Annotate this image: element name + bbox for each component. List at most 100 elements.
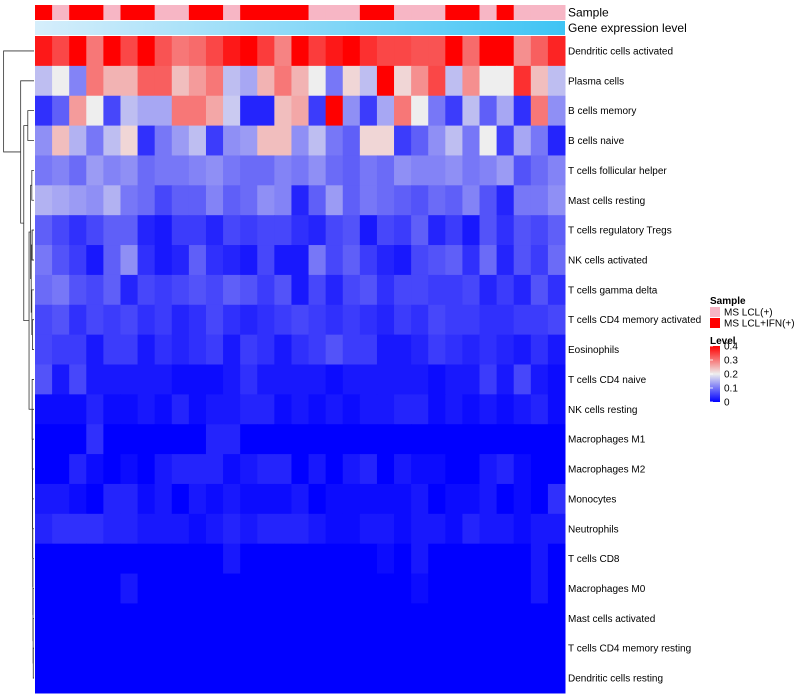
sample-annotation-cell <box>394 5 412 20</box>
heatmap-cell <box>86 663 104 694</box>
heatmap-cell <box>103 304 121 336</box>
heatmap-cell <box>257 543 275 575</box>
sample-annotation-cell <box>274 5 292 20</box>
heatmap-cell <box>137 245 156 276</box>
heatmap-cell <box>257 36 275 67</box>
heatmap-cell <box>103 573 121 604</box>
heatmap-cell <box>52 663 70 694</box>
legend-sample-title: Sample <box>710 296 746 307</box>
heatmap-cell <box>496 394 515 425</box>
heatmap-cell <box>137 125 156 156</box>
heatmap-cell <box>547 543 566 575</box>
heatmap-cell <box>137 185 156 216</box>
heatmap-cell <box>376 155 395 186</box>
heatmap-cell <box>411 334 429 365</box>
heatmap-cell <box>154 603 173 634</box>
heatmap-cell <box>257 394 275 425</box>
heatmap-cell <box>359 543 378 575</box>
heatmap-cell <box>52 424 70 455</box>
heatmap-cell <box>240 95 258 127</box>
heatmap-cell <box>530 245 549 276</box>
heatmap-cell <box>154 633 173 664</box>
heatmap-cell <box>547 125 566 156</box>
heatmap-cell <box>308 185 327 216</box>
heatmap-cell <box>428 454 446 485</box>
heatmap-cell <box>137 663 156 694</box>
heatmap-cell <box>154 543 173 575</box>
heatmap-cell <box>359 304 378 336</box>
heatmap-cell <box>308 125 327 156</box>
heatmap-cell <box>35 215 53 246</box>
heatmap-cell <box>325 543 344 575</box>
heatmap-cell <box>308 513 327 545</box>
row-label: T cells regulatory Tregs <box>568 226 672 237</box>
heatmap-cell <box>496 483 515 515</box>
heatmap-cell <box>359 334 378 365</box>
heatmap-cell <box>120 215 139 246</box>
heatmap-cell <box>291 334 310 365</box>
sample-annotation-cell <box>513 5 532 20</box>
heatmap-cell <box>291 543 310 575</box>
heatmap-cell <box>103 125 121 156</box>
heatmap-cell <box>462 334 481 365</box>
heatmap-cell <box>120 454 139 485</box>
heatmap-cell <box>274 603 292 634</box>
heatmap-cell <box>496 36 515 67</box>
heatmap-cell <box>188 65 207 97</box>
heatmap-cell <box>394 304 412 336</box>
heatmap-cell <box>154 95 173 127</box>
heatmap-cell <box>308 543 327 575</box>
heatmap-cell <box>103 543 121 575</box>
heatmap-cell <box>86 274 104 306</box>
heatmap-cell <box>342 155 361 186</box>
heatmap-cell <box>291 663 310 694</box>
heatmap-cell <box>35 36 53 67</box>
row-dendrogram <box>3 50 34 679</box>
heatmap-cell <box>359 483 378 515</box>
heatmap-cell <box>154 215 173 246</box>
row-label: Mast cells resting <box>568 196 645 207</box>
heatmap-cell <box>376 394 395 425</box>
heatmap-cell <box>257 274 275 306</box>
heatmap-cell <box>35 573 53 604</box>
heatmap-cell <box>376 245 395 276</box>
heatmap-cell <box>411 245 429 276</box>
heatmap-cell <box>86 424 104 455</box>
heatmap-cell <box>291 274 310 306</box>
heatmap-cell <box>376 633 395 664</box>
heatmap-cell <box>325 603 344 634</box>
heatmap-cell <box>308 245 327 276</box>
heatmap-cell <box>35 304 53 336</box>
heatmap-cell <box>35 543 53 575</box>
heatmap-cell <box>342 304 361 336</box>
legend-level-tick-label: 0 <box>724 398 730 409</box>
heatmap-cell <box>120 543 139 575</box>
heatmap-cell <box>171 603 190 634</box>
heatmap-cell <box>428 274 446 306</box>
heatmap-cell <box>171 274 190 306</box>
heatmap-cell <box>428 394 446 425</box>
heatmap-cell <box>205 65 224 97</box>
heatmap-cell <box>291 364 310 395</box>
heatmap-cell <box>86 364 104 395</box>
heatmap-cell <box>496 663 515 694</box>
heatmap-cell <box>137 304 156 336</box>
heatmap-cell <box>359 513 378 545</box>
heatmap-cell <box>445 95 463 127</box>
heatmap-cell <box>308 483 327 515</box>
heatmap-cell <box>240 394 258 425</box>
heatmap-cell <box>240 334 258 365</box>
heatmap-cell <box>35 633 53 664</box>
heatmap-cell <box>188 394 207 425</box>
heatmap-cell <box>188 155 207 186</box>
heatmap-cell <box>137 95 156 127</box>
gene-expression-annotation-bar <box>35 21 565 35</box>
heatmap-cell <box>154 454 173 485</box>
heatmap-cell <box>445 245 463 276</box>
heatmap-cell <box>308 454 327 485</box>
heatmap-cell <box>291 185 310 216</box>
heatmap-cell <box>376 483 395 515</box>
heatmap-cell <box>496 513 515 545</box>
heatmap-cell <box>445 334 463 365</box>
heatmap-cell <box>513 125 532 156</box>
